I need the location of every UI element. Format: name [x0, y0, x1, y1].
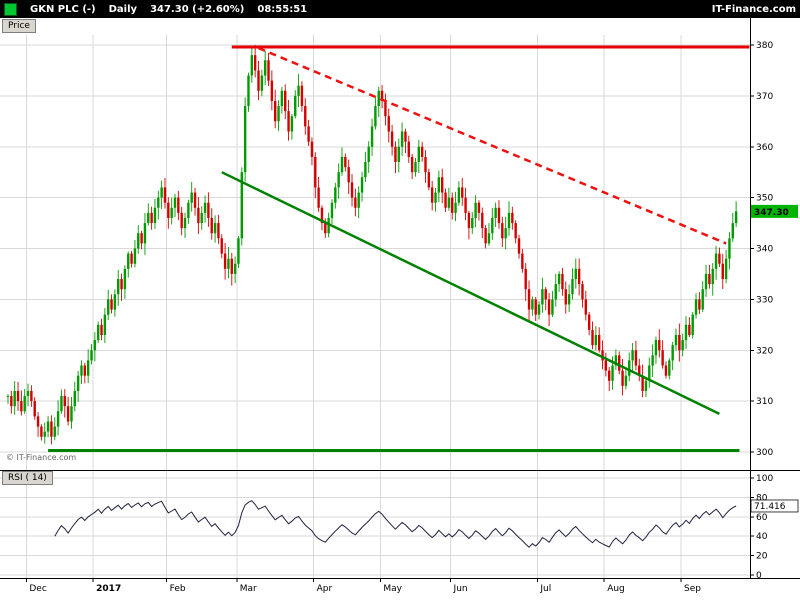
gridlines [0, 35, 750, 578]
rsi-tick-label: 20 [756, 552, 768, 562]
last-price-badge [751, 204, 798, 218]
pane-borders [0, 18, 800, 579]
price-tick-label: 340 [756, 245, 773, 255]
price-tick-label: 330 [756, 295, 773, 305]
month-label: Sep [684, 584, 701, 594]
price-tick-label: 310 [756, 397, 773, 407]
time-axis: Dec 2017 Feb Mar Apr May Jun Jul Aug Sep [25, 578, 701, 594]
trendlines[interactable] [48, 45, 750, 452]
month-label: Jul [539, 584, 551, 594]
rsi-tick-label: 80 [756, 493, 768, 503]
last-price-label: 347.30 [754, 208, 789, 218]
instrument-color-swatch [4, 2, 17, 16]
symbol-label: GKN PLC (-) [30, 3, 96, 15]
time-label: 08:55:51 [257, 3, 308, 15]
month-label: Apr [317, 584, 333, 594]
month-label: Aug [607, 584, 625, 594]
rsi-tick-label: 40 [756, 532, 768, 542]
brand-label: IT-Finance.com [711, 3, 796, 15]
price-axis: 380 370 360 350 340 330 320 310 300 100 80 60 40 20 0 [750, 41, 773, 581]
rsi-tick-label: 60 [756, 513, 768, 523]
price-tick-label: 350 [756, 194, 773, 204]
rsi-tick-label: 0 [756, 571, 762, 581]
month-label: Dec [29, 584, 46, 594]
month-label: May [383, 584, 402, 594]
watermark: © IT-Finance.com [6, 453, 77, 462]
price-tick-label: 360 [756, 143, 773, 153]
trendline-descending-trend [221, 171, 720, 415]
month-label: Feb [170, 584, 186, 594]
rsi-tick-label: 100 [756, 474, 773, 484]
quote-label: 347.30 (+2.60%) [150, 3, 245, 15]
price-tick-label: 380 [756, 41, 773, 51]
tab-price[interactable]: Price [2, 19, 36, 33]
month-label: 2017 [96, 584, 121, 594]
month-label: Mar [240, 584, 257, 594]
trendline-descending-resistance-dashed [258, 46, 727, 245]
price-tick-label: 320 [756, 346, 773, 356]
rsi-value-label: 71.416 [754, 502, 786, 512]
price-tick-label: 370 [756, 92, 773, 102]
price-tick-label: 300 [756, 448, 773, 458]
month-label: Jun [453, 584, 468, 594]
tab-rsi[interactable]: RSI ( 14) [2, 471, 53, 485]
rsi-line [54, 500, 737, 548]
topbar: GKN PLC (-) Daily 347.30 (+2.60%) 08:55:… [0, 0, 800, 18]
candlesticks [6, 44, 738, 445]
timeframe-label: Daily [108, 3, 138, 15]
